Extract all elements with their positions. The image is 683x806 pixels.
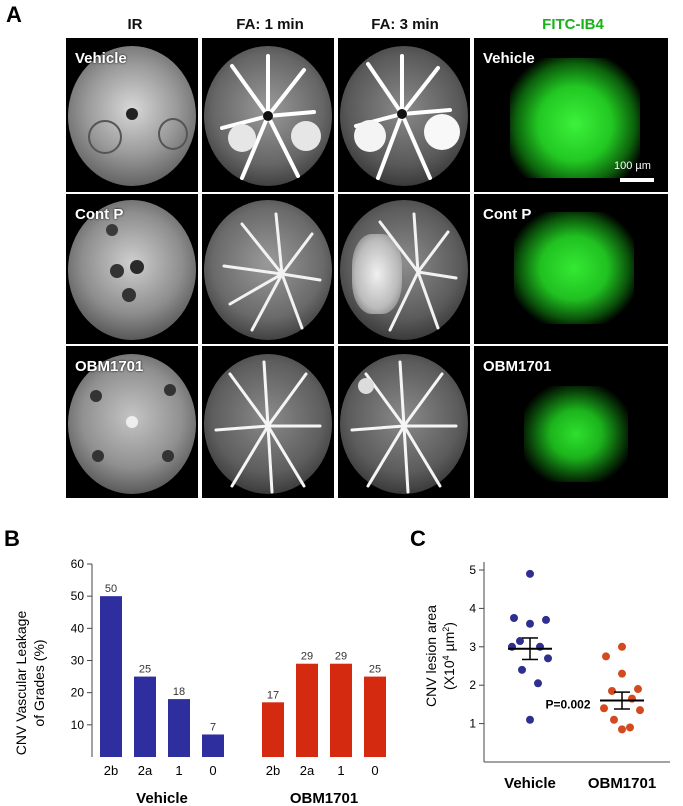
chart-b-group-label: Vehicle — [136, 790, 188, 806]
chart-b-ytick-label: 60 — [71, 557, 85, 571]
column-header-ir: IR — [127, 16, 143, 33]
chart-c-ytick-label: 3 — [469, 640, 476, 654]
chart-c-ytick-label: 2 — [469, 678, 476, 692]
chart-c-point — [600, 704, 608, 713]
chart-c-category-label: Vehicle — [504, 775, 556, 792]
chart-c-point — [526, 715, 534, 724]
chart-b-bar — [296, 663, 318, 757]
chart-b-data-label: 29 — [301, 651, 313, 663]
chart-c-point — [544, 654, 552, 663]
chart-c-point — [634, 685, 642, 694]
chart-c: CNV lesion area (X104 µm2) 1 2 3 4 5 Vehicle O… — [423, 562, 670, 792]
chart-b-category-label: 2a — [300, 763, 315, 778]
image-fa3-vehicle — [338, 38, 470, 192]
chart-b-data-label: 50 — [105, 583, 117, 595]
chart-b-bar — [262, 702, 284, 757]
chart-b-bar — [364, 676, 386, 757]
image-fitc-vehicle: Vehicle 100 µm — [474, 38, 668, 192]
chart-b-category-label: 2b — [104, 763, 118, 778]
image-fa1-contp — [202, 194, 334, 344]
image-ir-vehicle: Vehicle — [66, 38, 198, 192]
image-fa3-contp — [338, 194, 470, 344]
chart-b: CNV Vascular Leakage of Grades (%) 10203… — [13, 557, 386, 806]
chart-c-point — [636, 706, 644, 715]
chart-c-point — [618, 642, 626, 651]
chart-c-point — [534, 679, 542, 688]
chart-b-ytick-label: 40 — [71, 621, 85, 635]
chart-c-point — [618, 669, 626, 678]
chart-c-point — [516, 637, 524, 646]
column-header-fitc-ib4: FITC-IB4 — [542, 16, 604, 33]
row-label-vehicle-fitc: Vehicle — [483, 50, 535, 67]
image-fa1-vehicle — [202, 38, 334, 192]
chart-b-ytick-label: 50 — [71, 589, 85, 603]
image-ir-contp: Cont P — [66, 194, 198, 344]
image-fa3-obm1701 — [338, 346, 470, 498]
chart-c-point — [602, 652, 610, 661]
chart-b-category-label: 2a — [138, 763, 153, 778]
chart-c-point — [518, 665, 526, 674]
chart-c-point — [626, 723, 634, 732]
image-fitc-obm1701: OBM1701 — [474, 346, 668, 498]
scale-bar — [620, 178, 654, 182]
chart-b-bar — [202, 734, 224, 757]
chart-b-data-label: 25 — [139, 664, 151, 676]
chart-c-ytick-label: 5 — [469, 563, 476, 577]
chart-b-bar — [134, 676, 156, 757]
panel-a-letter: A — [6, 2, 22, 27]
chart-b-data-label: 18 — [173, 686, 185, 698]
row-label-contp-fitc: Cont P — [483, 206, 532, 223]
panel-b-letter: B — [4, 526, 20, 551]
chart-c-point — [542, 615, 550, 624]
chart-b-bar — [100, 596, 122, 757]
row-label-contp-ir: Cont P — [75, 206, 124, 223]
chart-b-data-label: 25 — [369, 664, 381, 676]
chart-c-ytick-label: 1 — [469, 717, 476, 731]
chart-b-category-label: 0 — [371, 763, 378, 778]
chart-c-point — [510, 614, 518, 622]
chart-b-data-label: 7 — [210, 721, 216, 733]
chart-b-category-label: 2b — [266, 763, 280, 778]
chart-c-ylabel-line2: (X104 µm2) — [441, 622, 457, 690]
scale-bar-label: 100 µm — [614, 160, 651, 172]
row-label-vehicle-ir: Vehicle — [75, 50, 127, 67]
chart-c-point — [610, 715, 618, 724]
image-fitc-contp: Cont P — [474, 194, 668, 344]
chart-c-point — [526, 569, 534, 578]
chart-c-point — [618, 725, 626, 734]
chart-c-ytick-label: 4 — [469, 601, 476, 615]
panel-c-letter: C — [410, 526, 426, 551]
chart-c-pvalue: P=0.002 — [545, 697, 590, 711]
chart-c-ylabel-line1: CNV lesion area — [423, 605, 439, 707]
column-header-fa-3min: FA: 3 min — [371, 16, 439, 33]
chart-b-category-label: 1 — [337, 763, 344, 778]
chart-b-category-label: 0 — [209, 763, 216, 778]
row-label-obm1701-fitc: OBM1701 — [483, 358, 552, 375]
chart-c-point — [608, 686, 616, 695]
chart-b-ytick-label: 30 — [71, 654, 85, 668]
column-header-fa-1min: FA: 1 min — [236, 16, 304, 33]
image-ir-obm1701: OBM1701 — [66, 346, 198, 498]
chart-b-bar — [168, 699, 190, 757]
image-fa1-obm1701 — [202, 346, 334, 498]
chart-b-bar — [330, 663, 352, 757]
chart-b-ylabel-line2: of Grades (%) — [31, 639, 47, 726]
chart-c-category-label: OBM1701 — [588, 775, 656, 792]
row-label-obm1701-ir: OBM1701 — [75, 358, 144, 375]
chart-b-ytick-label: 20 — [71, 686, 85, 700]
chart-c-point — [526, 619, 534, 628]
chart-b-ylabel-line1: CNV Vascular Leakage — [13, 611, 29, 756]
chart-b-data-label: 29 — [335, 651, 347, 663]
chart-b-data-label: 17 — [267, 689, 279, 701]
chart-b-group-label: OBM1701 — [290, 790, 358, 806]
chart-b-ytick-label: 10 — [71, 718, 85, 732]
chart-b-category-label: 1 — [175, 763, 182, 778]
